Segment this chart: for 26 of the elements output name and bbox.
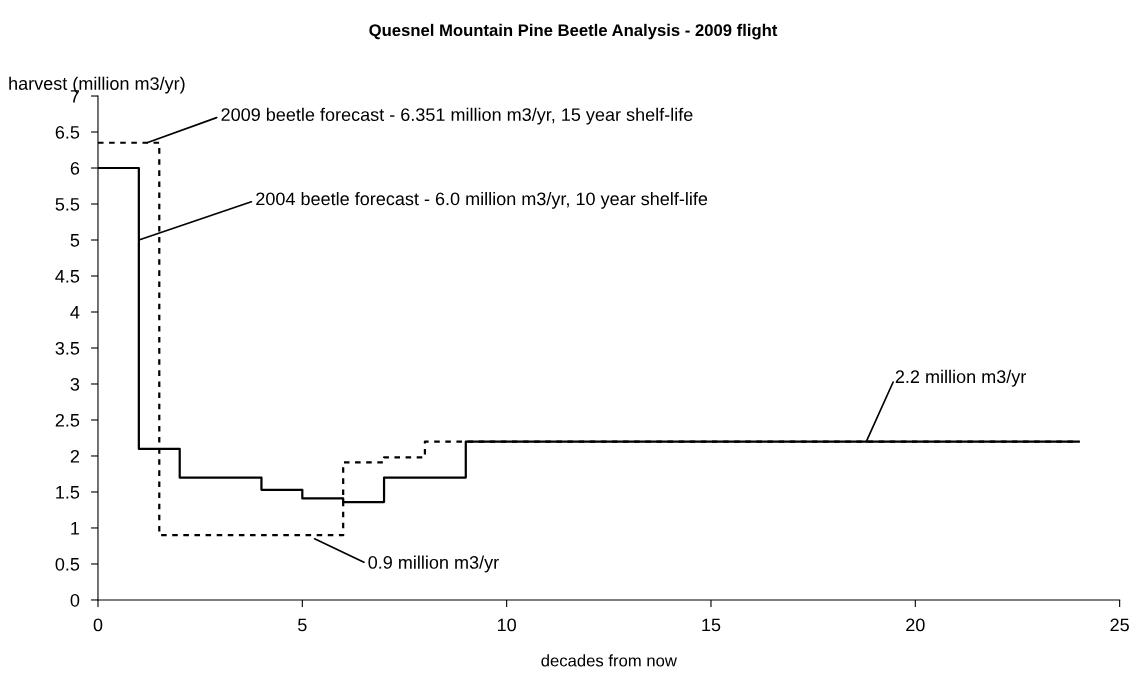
y-tick-label: 2.5	[55, 413, 80, 427]
y-tick-label: 6	[70, 161, 80, 175]
x-tick-label: 0	[93, 618, 103, 632]
y-tick-label: 1	[71, 522, 80, 535]
x-axis-title: decades from now	[541, 654, 677, 667]
y-tick-label: 3	[70, 377, 80, 391]
x-tick-label: 15	[702, 618, 721, 632]
y-tick-label: 2	[70, 449, 80, 463]
annotation: 0.9 million m3/yr	[368, 555, 499, 573]
x-tick-label: 20	[906, 618, 925, 632]
x-tick-label: 10	[497, 618, 516, 632]
y-tick-label: 0	[70, 593, 80, 607]
y-tick-label: 0.5	[55, 557, 80, 571]
annotation: 2.2 million m3/yr	[895, 369, 1027, 387]
y-tick-label: 1.5	[56, 486, 80, 499]
y-tick-label: 4.5	[55, 270, 80, 283]
y-tick-label: 3.5	[55, 341, 80, 355]
chart-title: Quesnel Mountain Pine Beetle Analysis - 2009 flight	[369, 23, 778, 40]
y-tick-label: 5	[70, 234, 80, 247]
y-tick-label: 5.5	[55, 198, 80, 211]
x-tick-label: 5	[298, 618, 307, 632]
y-tick-label: 4	[70, 306, 80, 319]
annotation: 2009 beetle forecast - 6.351 million m3/yr, 15 year shelf-life	[221, 107, 693, 125]
annotation: 2004 beetle forecast - 6.0 million m3/yr, 10 year shelf-life	[256, 191, 708, 209]
y-tick-label: 6.5	[55, 125, 80, 139]
x-tick-label: 25	[1110, 618, 1129, 632]
